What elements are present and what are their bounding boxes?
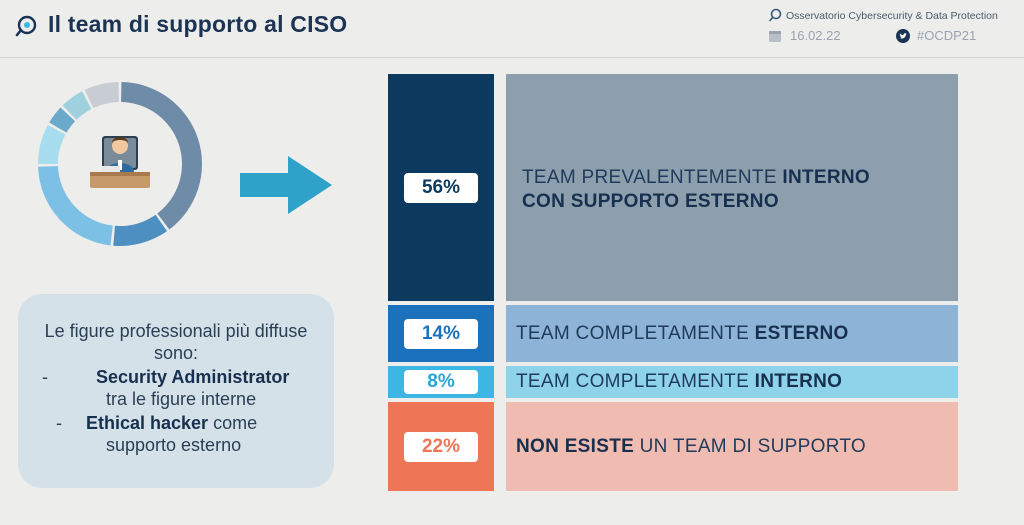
donut-segment	[121, 82, 203, 230]
twitter-icon	[896, 29, 910, 43]
chat-magnifier-icon	[15, 15, 37, 37]
right-arrow-icon	[240, 156, 332, 214]
header-meta: Osservatorio Cybersecurity & Data Protec…	[764, 6, 1024, 52]
bar-value-label: 22%	[404, 432, 478, 462]
category-label-panel: TEAM COMPLETAMENTE ESTERNO	[506, 305, 958, 362]
box-intro: Le figure professionali più diffuse sono…	[44, 321, 308, 363]
support-team-chart: 56% TEAM PREVALENTEMENTE INTERNO CON SUPPO…	[388, 74, 958, 491]
calendar-icon	[769, 31, 781, 42]
category-label-panel: NON ESISTE UN TEAM DI SUPPORTO	[506, 402, 958, 491]
header-bar: Il team di supporto al CISO Osservatorio…	[0, 0, 1024, 58]
category-label: TEAM PREVALENTEMENTE INTERNO CON SUPPORTO…	[522, 167, 870, 212]
bar-value-label: 8%	[404, 370, 478, 394]
donut-segment	[84, 82, 119, 109]
donut-illustration	[38, 82, 203, 246]
organization-name: Osservatorio Cybersecurity & Data Protec…	[786, 10, 998, 22]
list-item: - Security Administrator tra le figure i…	[42, 366, 324, 410]
ciso-at-desk-icon	[90, 136, 150, 188]
chat-magnifier-icon	[769, 8, 782, 22]
list-item-detail: supporto esterno	[106, 435, 242, 455]
list-item-strong: Ethical hacker	[86, 413, 209, 433]
category-label-panel: TEAM PREVALENTEMENTE INTERNO CON SUPPORTO…	[506, 74, 958, 301]
list-item: - Ethical hacker come supporto esterno	[42, 412, 324, 456]
donut-segment	[49, 107, 76, 133]
category-label: TEAM COMPLETAMENTE ESTERNO	[516, 322, 849, 344]
list-item-detail: come	[213, 413, 258, 433]
donut-segment	[113, 214, 168, 246]
category-label-panel: TEAM COMPLETAMENTE INTERNO	[506, 366, 958, 398]
list-item-strong: Security Administrator	[96, 367, 290, 387]
list-item-detail: tra le figure interne	[106, 389, 257, 409]
list-bullet: -	[56, 413, 62, 433]
professional-figures-box: Le figure professionali più diffuse sono…	[18, 294, 334, 488]
bar-value-label: 14%	[404, 319, 478, 349]
category-label: NON ESISTE UN TEAM DI SUPPORTO	[516, 435, 867, 457]
donut-segment	[62, 91, 92, 120]
category-label: TEAM COMPLETAMENTE INTERNO	[516, 371, 843, 392]
bar-value-label: 56%	[404, 173, 478, 203]
page-title: Il team di supporto al CISO	[48, 11, 348, 37]
donut-segment	[38, 166, 113, 246]
event-hashtag: #OCDP21	[917, 28, 977, 43]
donut-segment	[38, 125, 66, 164]
event-date: 16.02.22	[790, 28, 841, 43]
list-bullet: -	[42, 367, 48, 387]
